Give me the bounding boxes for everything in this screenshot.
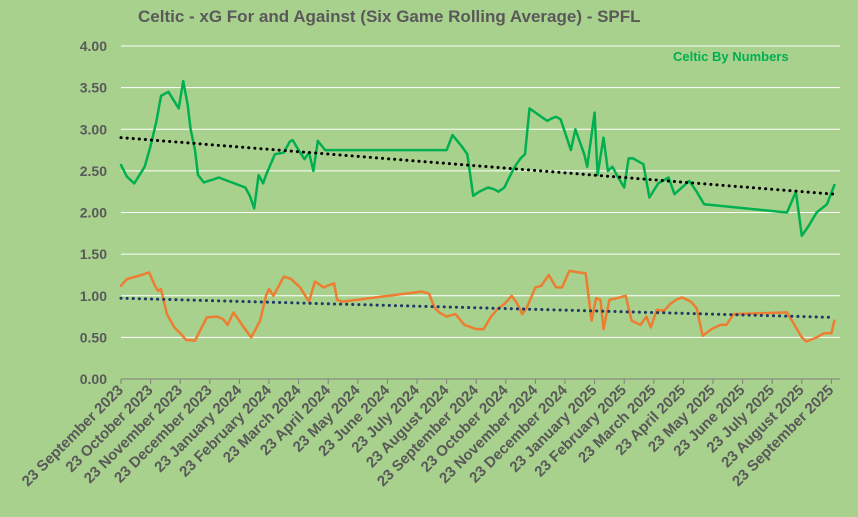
series-line-xg-against [119, 269, 836, 343]
y-tick-label: 1.00 [80, 288, 107, 304]
series-line-xg-for [119, 79, 836, 238]
y-tick-label: 1.50 [80, 246, 107, 262]
y-tick-label: 0.00 [80, 371, 107, 387]
y-tick-label: 2.00 [80, 205, 107, 221]
y-tick-label: 3.50 [80, 80, 107, 96]
watermark-text: Celtic By Numbers [673, 49, 789, 64]
y-tick-label: 3.00 [80, 121, 107, 137]
y-tick-label: 0.50 [80, 329, 107, 345]
y-tick-label: 4.00 [80, 38, 107, 54]
series-lines [119, 79, 836, 343]
y-tick-label: 2.50 [80, 163, 107, 179]
gridlines [121, 45, 840, 380]
series-line-xg-against-trend [119, 296, 836, 319]
y-axis-ticks: 0.00 0.50 1.00 1.50 2.00 2.50 3.00 3.50 4.00 [80, 38, 107, 387]
chart-title: Celtic - xG For and Against (Six Game Ro… [138, 7, 641, 26]
series-line-xg-for-trend [119, 136, 836, 196]
